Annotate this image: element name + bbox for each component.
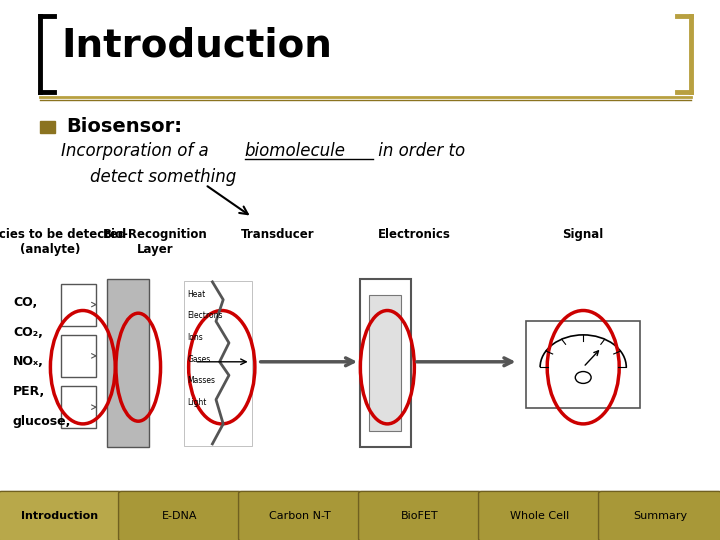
- Text: Bio­Recognition
Layer: Bio­Recognition Layer: [102, 228, 207, 256]
- FancyBboxPatch shape: [61, 386, 96, 428]
- Text: Ions: Ions: [187, 333, 203, 342]
- Text: Electrons: Electrons: [187, 312, 222, 320]
- FancyBboxPatch shape: [526, 321, 640, 408]
- FancyBboxPatch shape: [107, 279, 149, 447]
- Text: Transducer: Transducer: [240, 228, 314, 241]
- Text: Carbon N-T: Carbon N-T: [269, 511, 331, 521]
- Text: Introduction: Introduction: [22, 511, 99, 521]
- Text: PER,: PER,: [13, 385, 45, 398]
- FancyBboxPatch shape: [479, 491, 601, 540]
- Text: biomolecule: biomolecule: [245, 142, 346, 160]
- Text: Incorporation of a: Incorporation of a: [61, 142, 215, 160]
- Text: detect something: detect something: [90, 168, 236, 186]
- FancyBboxPatch shape: [0, 491, 122, 540]
- FancyBboxPatch shape: [359, 491, 482, 540]
- Text: CO₂,: CO₂,: [13, 326, 42, 339]
- FancyBboxPatch shape: [238, 491, 361, 540]
- FancyBboxPatch shape: [360, 279, 411, 447]
- FancyBboxPatch shape: [40, 121, 55, 133]
- Text: Gases: Gases: [187, 355, 210, 363]
- Text: Heat: Heat: [187, 290, 205, 299]
- FancyBboxPatch shape: [61, 284, 96, 326]
- Text: glucose,: glucose,: [13, 415, 71, 428]
- FancyBboxPatch shape: [369, 295, 401, 431]
- Text: BioFET: BioFET: [401, 511, 438, 521]
- Text: Signal: Signal: [562, 228, 604, 241]
- Text: in order to: in order to: [373, 142, 465, 160]
- Text: E-DNA: E-DNA: [162, 511, 198, 521]
- Text: Masses: Masses: [187, 376, 215, 385]
- Text: Biosensor:: Biosensor:: [66, 117, 182, 137]
- FancyBboxPatch shape: [119, 491, 241, 540]
- Text: NOₓ,: NOₓ,: [13, 355, 44, 368]
- Text: Light: Light: [187, 398, 207, 407]
- FancyBboxPatch shape: [184, 281, 252, 446]
- Text: Species to be detected
(analyte): Species to be detected (analyte): [0, 228, 127, 256]
- Text: Whole Cell: Whole Cell: [510, 511, 570, 521]
- Text: CO,: CO,: [13, 296, 37, 309]
- Text: Summary: Summary: [633, 511, 687, 521]
- Text: Introduction: Introduction: [61, 27, 332, 65]
- FancyBboxPatch shape: [598, 491, 720, 540]
- Text: Electronics: Electronics: [377, 228, 451, 241]
- FancyBboxPatch shape: [61, 335, 96, 377]
